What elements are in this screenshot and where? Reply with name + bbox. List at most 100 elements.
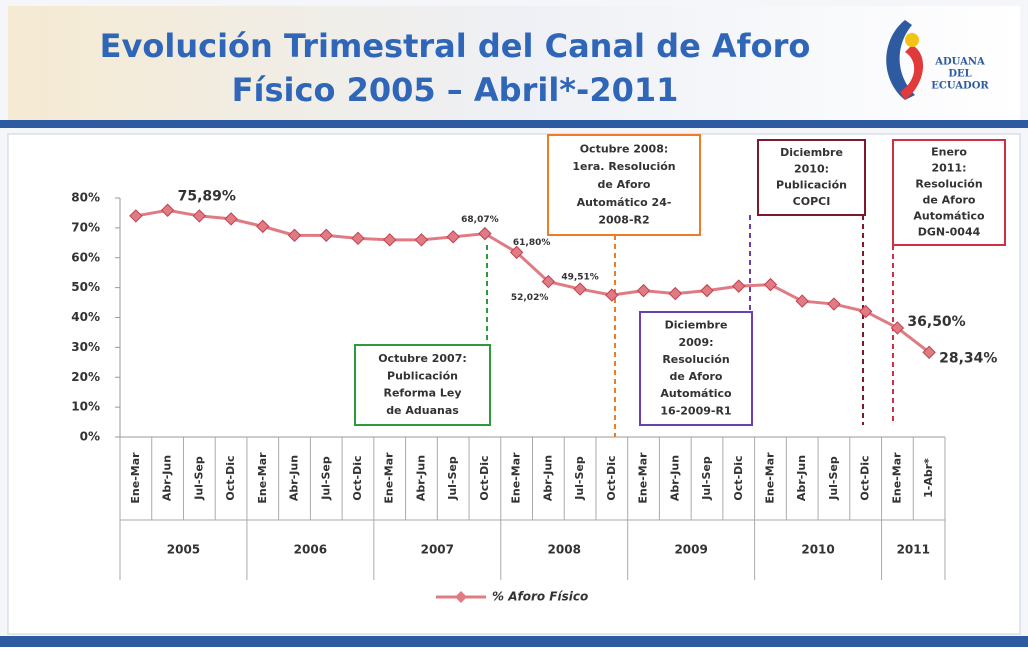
annotation-text: Enero [931, 146, 967, 159]
marker [890, 321, 905, 335]
marker [763, 277, 778, 292]
annotation-text: 1era. Resolución [572, 160, 675, 173]
annotation-text: Publicación [776, 179, 847, 192]
marker [129, 209, 143, 223]
annotation-text: 16-2009-R1 [660, 404, 731, 417]
marker [636, 283, 651, 298]
x-tick-label: Jul-Sep [700, 456, 713, 501]
y-tick-label: 10% [71, 400, 100, 414]
data-label: 61,80% [513, 238, 551, 248]
marker [287, 228, 302, 243]
marker [383, 233, 397, 247]
group-label: 2006 [294, 543, 327, 557]
marker [351, 231, 365, 246]
legend-marker [455, 591, 467, 603]
data-label: 49,51% [561, 273, 599, 283]
marker [858, 304, 873, 319]
annotation-text: 2008-R2 [598, 214, 649, 227]
annotation-text: Publicación [387, 369, 458, 382]
marker [700, 283, 714, 298]
y-tick-label: 20% [71, 370, 100, 384]
y-tick-label: 40% [71, 310, 100, 324]
x-tick-label: Oct-Dic [859, 455, 872, 500]
group-label: 2011 [897, 543, 930, 557]
x-tick-label: Jul-Sep [192, 456, 205, 501]
annotation-text: Octubre 2007: [378, 352, 467, 365]
y-tick-label: 0% [80, 430, 100, 444]
annotation-text: Diciembre [780, 146, 843, 159]
annotation-text: de Aforo [597, 178, 650, 191]
annotation-text: Automático [913, 209, 985, 222]
x-tick-label: Abr-Jun [795, 455, 808, 501]
marker [509, 245, 524, 260]
data-label: 68,07% [461, 215, 499, 225]
x-tick-label: Jul-Sep [446, 456, 459, 501]
y-tick-label: 60% [71, 250, 100, 264]
annotation-text: Diciembre [665, 319, 728, 332]
x-tick-label: Abr-Jun [541, 455, 554, 501]
group-label: 2009 [674, 543, 707, 557]
group-label: 2008 [548, 543, 581, 557]
x-tick-label: Ene-Mar [383, 452, 396, 504]
data-label: 52,02% [511, 293, 549, 303]
marker [160, 203, 175, 217]
x-tick-label: Oct-Dic [224, 455, 237, 500]
x-tick-label: Ene-Mar [256, 452, 269, 504]
x-tick-label: Oct-Dic [732, 455, 745, 500]
marker [795, 294, 809, 308]
annotation-text: Automático 24- [577, 196, 672, 209]
logo-text: ECUADOR [931, 81, 989, 92]
logo-shape [900, 45, 924, 100]
annotation-text: Resolución [662, 353, 729, 366]
y-tick-label: 30% [71, 340, 100, 354]
marker [922, 345, 936, 360]
title-line: Evolución Trimestral del Canal de Aforo [100, 27, 811, 65]
marker [319, 228, 333, 243]
marker [446, 230, 460, 244]
marker [478, 226, 492, 241]
annotation-text: Resolución [915, 178, 982, 191]
series-line [135, 208, 931, 354]
chart-panel [7, 133, 1021, 635]
marker [256, 219, 270, 234]
marker [414, 233, 429, 247]
group-label: 2007 [421, 543, 454, 557]
legend-label: % Aforo Físico [492, 590, 588, 604]
footer-rule [0, 636, 1028, 647]
annotation-text: Octubre 2008: [580, 142, 669, 155]
x-tick-label: Abr-Jun [161, 455, 174, 501]
x-tick-label: Abr-Jun [414, 455, 427, 501]
x-tick-label: Jul-Sep [319, 456, 332, 501]
annotation-text: 2009: [678, 336, 713, 349]
x-tick-label: Ene-Mar [763, 452, 776, 504]
y-tick-label: 70% [71, 220, 100, 234]
x-tick-label: Abr-Jun [668, 455, 681, 501]
x-tick-label: Oct-Dic [478, 455, 491, 500]
marker [827, 297, 841, 311]
logo-text: DEL [948, 69, 971, 80]
x-tick-label: Jul-Sep [573, 456, 586, 501]
x-tick-label: Oct-Dic [605, 455, 618, 500]
marker [668, 286, 682, 301]
x-tick-label: 1-Abr* [922, 458, 935, 498]
y-tick-label: 50% [71, 280, 100, 294]
x-tick-label: Oct-Dic [351, 455, 364, 500]
marker [192, 209, 207, 223]
data-label: 36,50% [907, 314, 965, 330]
marker [605, 288, 619, 302]
data-label: 28,34% [939, 350, 997, 366]
header-band [8, 6, 1020, 120]
x-tick-label: Jul-Sep [827, 456, 840, 501]
annotation-text: de Aforo [922, 193, 975, 206]
annotation-box [547, 134, 701, 236]
marker [541, 274, 556, 289]
logo-text: ADUANA [934, 57, 985, 68]
x-tick-label: Ene-Mar [129, 452, 142, 504]
annotation-text: 2011: [931, 162, 966, 175]
logo-shape [905, 33, 919, 47]
group-label: 2005 [167, 543, 200, 557]
x-tick-label: Abr-Jun [288, 455, 301, 501]
annotation-box [354, 344, 491, 426]
marker [573, 282, 587, 296]
